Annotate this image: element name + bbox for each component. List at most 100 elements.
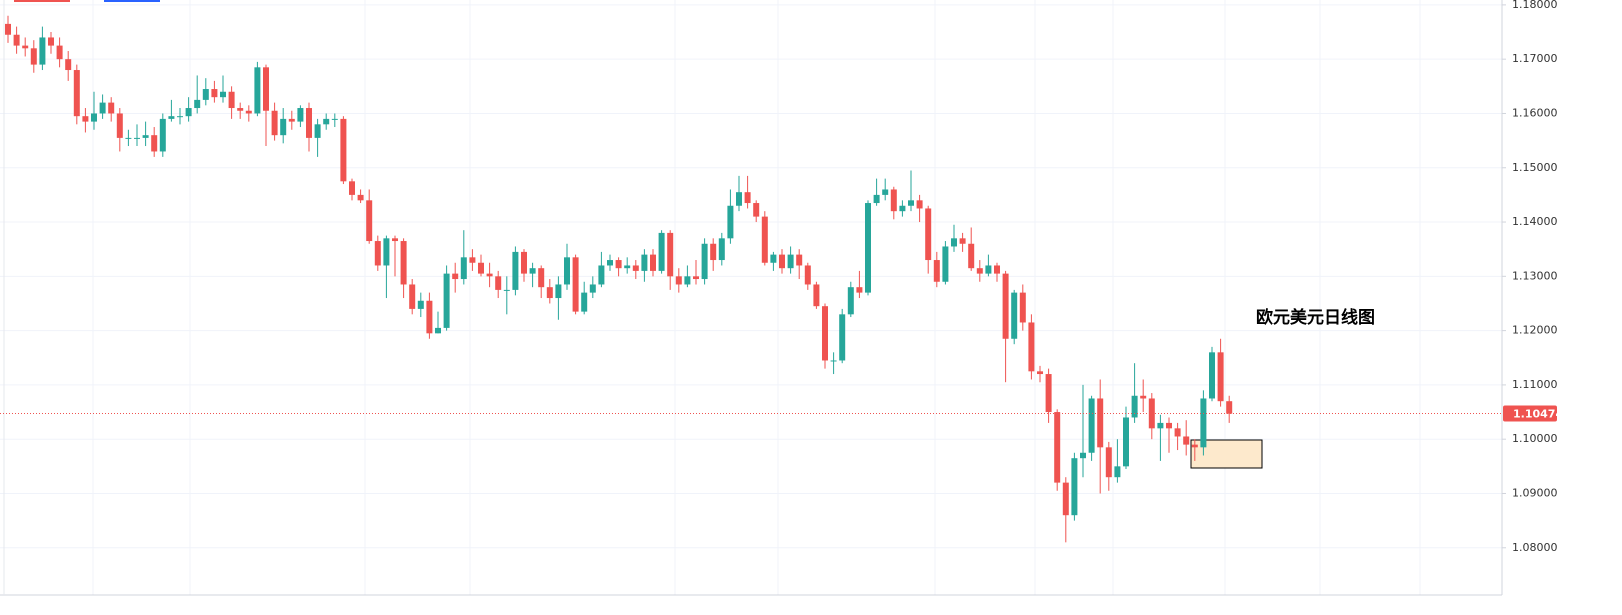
candle-body bbox=[383, 238, 390, 266]
candle-body bbox=[5, 23, 11, 35]
candle-body bbox=[331, 118, 338, 120]
candle-body bbox=[650, 254, 656, 271]
candle-body bbox=[1028, 322, 1035, 372]
candle-body bbox=[159, 118, 166, 152]
candle-body bbox=[1002, 273, 1009, 339]
candle-body bbox=[718, 238, 725, 261]
candle-body bbox=[581, 292, 588, 312]
candle-body bbox=[91, 113, 97, 122]
candle-body bbox=[564, 257, 570, 285]
candle-body bbox=[521, 251, 527, 274]
candle-body bbox=[710, 243, 717, 261]
candle-body bbox=[478, 262, 484, 274]
candle-body bbox=[538, 268, 545, 288]
candle-body bbox=[822, 306, 828, 361]
candle-body bbox=[1054, 412, 1061, 483]
candle-body bbox=[1174, 428, 1181, 437]
candle-body bbox=[512, 251, 519, 290]
candle-body bbox=[1045, 374, 1052, 413]
candle-body bbox=[1191, 444, 1198, 448]
vertical-grid bbox=[92, 0, 1421, 595]
candle-body bbox=[435, 327, 441, 334]
candle-body bbox=[1140, 395, 1147, 399]
candle-body bbox=[1105, 447, 1112, 478]
candle-body bbox=[796, 254, 803, 266]
candle-body bbox=[1080, 452, 1086, 459]
y-tick-label: 1.08000 bbox=[1512, 541, 1558, 554]
candle-body bbox=[108, 102, 115, 114]
candle-body bbox=[701, 243, 708, 280]
candle-body bbox=[804, 265, 811, 285]
candle-body bbox=[237, 108, 244, 111]
candle-body bbox=[323, 118, 330, 125]
candle-body bbox=[546, 287, 553, 299]
candle-body bbox=[675, 276, 682, 285]
candle-body bbox=[641, 254, 648, 271]
candle-body bbox=[357, 194, 364, 201]
candle-body bbox=[753, 203, 760, 217]
candle-body bbox=[306, 108, 312, 138]
candle-body bbox=[151, 135, 158, 152]
y-tick-label: 1.15000 bbox=[1512, 161, 1558, 174]
candle-body bbox=[314, 124, 321, 138]
candle-body bbox=[503, 289, 510, 291]
candle-body bbox=[125, 137, 132, 139]
y-tick-label: 1.17000 bbox=[1512, 52, 1558, 65]
last-price-tag bbox=[1503, 405, 1557, 422]
candle-body bbox=[847, 287, 854, 315]
candle-body bbox=[890, 189, 897, 212]
candle-body bbox=[908, 200, 914, 206]
candle-body bbox=[1209, 352, 1215, 399]
candle-body bbox=[245, 110, 252, 114]
candle-body bbox=[116, 113, 123, 138]
candle-body bbox=[624, 265, 631, 269]
candle-body bbox=[194, 99, 201, 109]
candle-body bbox=[297, 108, 304, 122]
candle-body bbox=[744, 192, 751, 204]
candle-body bbox=[942, 246, 949, 282]
candle-body bbox=[220, 91, 226, 98]
candle-body bbox=[1183, 436, 1190, 445]
candle-body bbox=[856, 287, 863, 293]
candle-body bbox=[839, 314, 846, 361]
candle-body bbox=[30, 48, 37, 65]
candle-body bbox=[572, 257, 579, 312]
candle-body bbox=[994, 265, 1000, 274]
candle-body bbox=[82, 116, 89, 122]
y-tick-label: 1.09000 bbox=[1512, 486, 1558, 499]
candle-body bbox=[727, 205, 734, 239]
candle-body bbox=[349, 181, 355, 195]
candle-body bbox=[288, 118, 295, 122]
y-tick-label: 1.14000 bbox=[1512, 215, 1558, 228]
candle-body bbox=[13, 34, 20, 46]
candle-body bbox=[452, 273, 459, 280]
candle-body bbox=[779, 254, 785, 269]
candle-body bbox=[976, 268, 983, 274]
candle-body bbox=[1226, 401, 1233, 414]
candle-body bbox=[1166, 422, 1172, 429]
candle-body bbox=[1114, 466, 1121, 478]
candle-body bbox=[1148, 398, 1155, 429]
candle-body bbox=[1131, 395, 1138, 418]
candle-body bbox=[1157, 422, 1164, 429]
candle-body bbox=[486, 273, 493, 277]
candle-body bbox=[99, 102, 106, 114]
candle-body bbox=[813, 284, 820, 307]
candle-body bbox=[1062, 482, 1069, 516]
legend-stub bbox=[14, 0, 70, 2]
candle-body bbox=[1037, 371, 1043, 375]
candle-body bbox=[228, 91, 235, 109]
candle-body bbox=[366, 200, 373, 242]
candle-body bbox=[873, 194, 880, 204]
chart-title: 欧元美元日线图 bbox=[1256, 307, 1375, 328]
candle-body bbox=[271, 110, 278, 136]
candle-body bbox=[667, 232, 674, 277]
candle-body bbox=[254, 67, 261, 114]
candle-body bbox=[865, 203, 871, 293]
candle-body bbox=[1019, 292, 1026, 323]
candle-body bbox=[202, 89, 209, 100]
candle-body bbox=[142, 135, 149, 138]
candle-body bbox=[417, 300, 424, 309]
last-price-label: 1.10474 bbox=[1513, 407, 1563, 420]
